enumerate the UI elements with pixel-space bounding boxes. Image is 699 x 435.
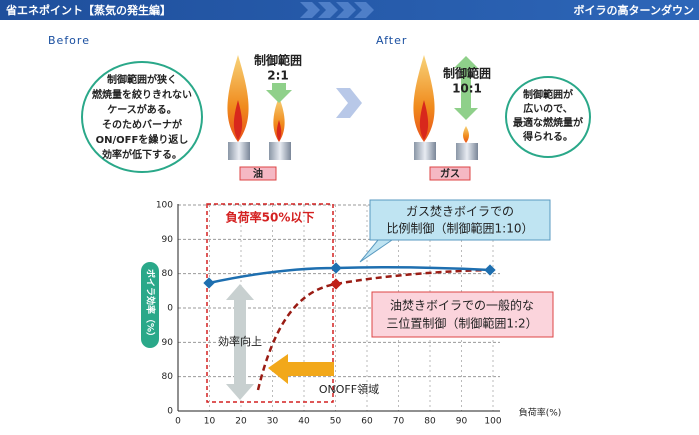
x-tick-label: 100 xyxy=(484,417,501,427)
before-note-line: そのためバーナが xyxy=(102,118,183,131)
x-tick-label: 80 xyxy=(424,417,436,427)
x-tick-label: 20 xyxy=(235,417,247,427)
y-tick-label: 0 xyxy=(167,407,173,417)
header-title: 省エネポイント【蒸気の発生編】 xyxy=(5,3,171,17)
gain-label: 効率向上 xyxy=(218,334,262,348)
before-range-value: 2:1 xyxy=(267,69,289,83)
gas-callout-tail xyxy=(359,239,394,263)
y-tick-label: 0 xyxy=(167,304,173,314)
after-range-value: 10:1 xyxy=(452,82,482,96)
before-note-line: 燃焼量を絞りきれない xyxy=(92,88,192,101)
x-tick-label: 50 xyxy=(330,417,342,427)
oil-callout-line: 三位置制御（制御範囲1:2） xyxy=(386,316,537,331)
y-tick-label: 100 xyxy=(156,201,173,211)
before-note-line: ON/OFFを繰り返し xyxy=(96,133,189,146)
after-note-line: 広いので、 xyxy=(523,102,573,115)
after-burners xyxy=(413,55,478,160)
before-fuel: 油 xyxy=(253,167,263,180)
oil-callout-line: 油焚きボイラでの一般的な xyxy=(390,298,534,313)
after-note-bubble xyxy=(505,76,591,158)
y-tick-label: 80 xyxy=(162,372,174,382)
y-tick-label: 90 xyxy=(162,235,174,245)
x-tick-label: 40 xyxy=(298,417,310,427)
x-axis-label: 負荷率(%) xyxy=(519,407,562,419)
before-note-line: ケースがある。 xyxy=(107,103,177,116)
gas-callout-box xyxy=(369,199,551,241)
x-tick-label: 90 xyxy=(456,417,468,427)
after-note-line: 最適な燃焼量が xyxy=(513,116,584,129)
y-tick-label: 80 xyxy=(162,269,174,279)
x-tick-label: 60 xyxy=(361,417,373,427)
before-burners xyxy=(227,55,292,160)
chevrons xyxy=(300,2,374,18)
x-tick-label: 70 xyxy=(393,417,405,427)
header-topic: ボイラの高ターンダウン xyxy=(574,3,694,17)
before-note-line: 制御範囲が狭く xyxy=(107,73,177,86)
after-note-line: 得られる。 xyxy=(522,130,573,143)
before-heading: Before xyxy=(48,34,90,47)
after-note-line: 制御範囲が xyxy=(523,88,574,101)
zone-label: 負荷率50%以下 xyxy=(226,210,315,225)
gas-points xyxy=(203,262,496,289)
onoff-arrow xyxy=(268,354,334,384)
gain-arrow xyxy=(226,284,254,400)
oil-point xyxy=(330,278,342,290)
after-fuel-box xyxy=(429,166,471,181)
after-fuel: ガス xyxy=(440,167,460,180)
before-note-bubble xyxy=(81,61,203,173)
before-note-line: 効率が低下する。 xyxy=(102,148,182,161)
y-axis-label: ボイラ効率（%） xyxy=(145,269,157,341)
before-range-label: 制御範囲 xyxy=(254,53,302,68)
x-tick-label: 10 xyxy=(204,417,216,427)
transition-arrow xyxy=(336,88,362,118)
x-tick-label: 0 xyxy=(175,417,181,427)
oil-callout-box xyxy=(371,291,554,338)
y-tick-label: 90 xyxy=(162,338,174,348)
x-tick-label: 30 xyxy=(267,417,279,427)
after-heading: After xyxy=(376,34,407,47)
gas-callout-line: 比例制御（制御範囲1:10） xyxy=(387,221,534,236)
before-fuel-box xyxy=(239,166,277,181)
y-axis-label-pill xyxy=(141,262,159,348)
onoff-label: ONOFF領域 xyxy=(319,382,379,396)
gas-callout-line: ガス焚きボイラでの xyxy=(406,205,514,219)
low-load-zone xyxy=(206,203,334,403)
after-range-label: 制御範囲 xyxy=(443,66,491,81)
